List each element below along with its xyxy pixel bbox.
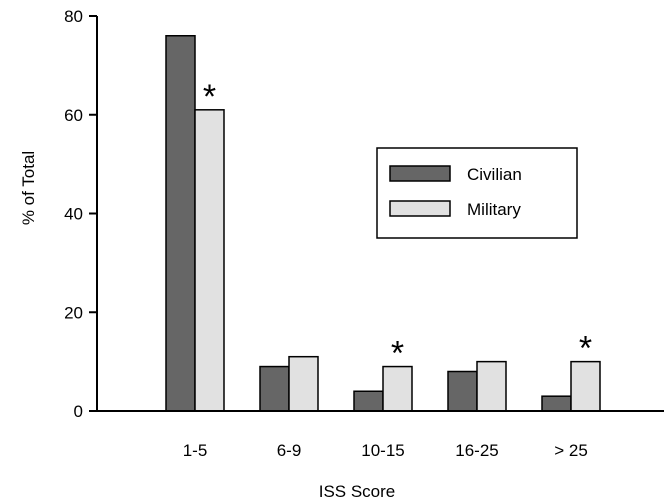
significance-asterisk: * [391, 335, 404, 373]
x-tick-label: 10-15 [361, 441, 404, 460]
bar-military-6-9 [288, 355, 319, 412]
bar-civilian-25 [541, 395, 572, 412]
bar-military-10-15 [382, 365, 413, 412]
legend-box [376, 147, 578, 239]
y-tick-label: 80 [64, 7, 83, 26]
legend: Civilian Military [376, 147, 578, 239]
bars-group [165, 35, 601, 412]
legend-swatch-military [389, 200, 451, 217]
bar-military-25 [570, 360, 601, 412]
y-tick-label: 0 [74, 402, 83, 421]
significance-markers: * * * [203, 78, 592, 373]
x-tick-label: 6-9 [277, 441, 302, 460]
significance-asterisk: * [203, 78, 216, 116]
significance-asterisk: * [579, 330, 592, 368]
legend-swatch-civilian [389, 165, 451, 182]
x-axis-title: ISS Score [319, 482, 396, 501]
y-tick-label: 20 [64, 303, 83, 322]
x-tick-label: > 25 [554, 441, 588, 460]
legend-label-military: Military [467, 200, 521, 219]
bar-civilian-6-9 [259, 365, 290, 412]
y-tick-label: 60 [64, 106, 83, 125]
y-tick-label: 40 [64, 205, 83, 224]
bar-civilian-1-5 [165, 35, 196, 412]
bar-military-1-5 [194, 109, 225, 412]
y-axis-title: % of Total [19, 151, 38, 225]
x-tick-label: 16-25 [455, 441, 498, 460]
x-tick-label: 1-5 [183, 441, 208, 460]
bar-civilian-16-25 [447, 370, 478, 412]
bar-military-16-25 [476, 360, 507, 412]
legend-label-civilian: Civilian [467, 165, 522, 184]
bar-civilian-10-15 [353, 390, 384, 412]
x-ticks-group: 1-5 6-9 10-15 16-25 > 25 [183, 441, 588, 460]
y-ticks-group: 0 20 40 60 80 [64, 7, 97, 421]
